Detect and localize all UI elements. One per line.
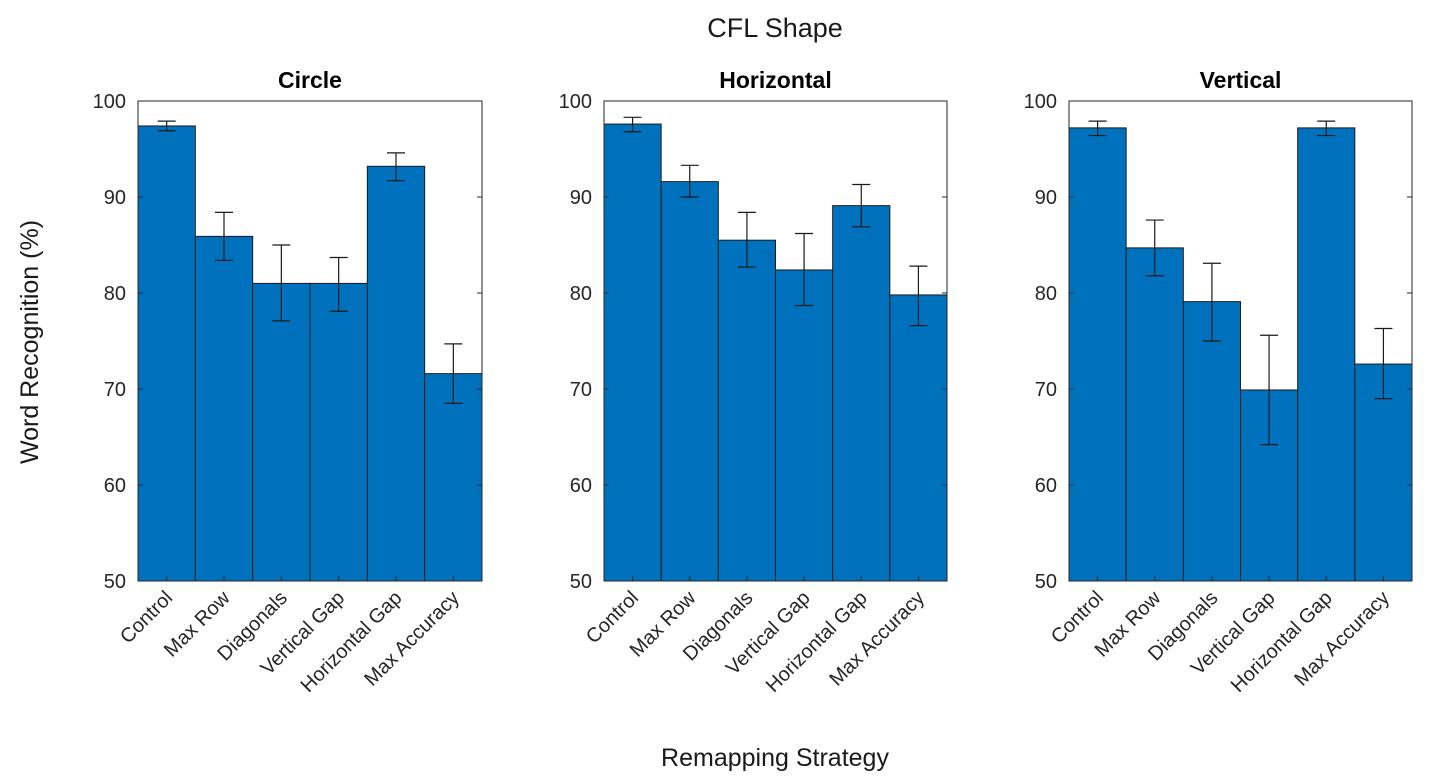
bar	[1182, 301, 1242, 582]
y-tick-label: 70	[1035, 379, 1057, 401]
bar	[1354, 363, 1413, 582]
panel-title: Horizontal	[719, 67, 831, 93]
bar	[603, 123, 662, 582]
y-tick-label: 60	[570, 475, 592, 497]
x-tick-label: Horizontal Gap	[762, 587, 872, 697]
bar	[717, 239, 776, 582]
y-tick-label: 50	[1035, 571, 1057, 593]
bar	[309, 282, 368, 582]
y-tick-label: 80	[570, 283, 592, 305]
bar	[1297, 127, 1356, 582]
error-bar	[1317, 120, 1336, 137]
error-bar	[1260, 334, 1279, 446]
bar	[252, 282, 311, 582]
x-axis-label: Remapping Strategy	[661, 744, 889, 772]
bar	[775, 269, 834, 582]
error-bar	[623, 116, 642, 133]
y-tick-label: 70	[104, 379, 126, 401]
bar	[832, 205, 891, 582]
y-tick-label: 50	[570, 571, 592, 593]
error-bar	[1202, 262, 1221, 342]
panel-title: Vertical	[1200, 67, 1282, 93]
y-tick-label: 100	[559, 91, 592, 113]
x-tick-label: Horizontal Gap	[297, 587, 407, 697]
error-bar	[852, 183, 871, 228]
bar	[194, 235, 254, 582]
y-axis-label: Word Recognition (%)	[16, 220, 44, 464]
x-tick-label: Horizontal Gap	[1227, 587, 1337, 697]
error-bar	[387, 152, 405, 182]
error-bar	[329, 256, 348, 312]
error-bar	[1145, 219, 1164, 277]
panel-title: Circle	[278, 67, 342, 93]
y-tick-label: 60	[1035, 475, 1057, 497]
figure-title: CFL Shape	[707, 13, 843, 43]
y-tick-label: 90	[1035, 187, 1057, 209]
bar	[1068, 127, 1127, 582]
axes-box	[1068, 100, 1413, 582]
error-bar	[737, 211, 756, 268]
error-bar	[680, 164, 699, 198]
bar	[889, 294, 948, 582]
error-bar	[215, 211, 233, 261]
axes-box	[603, 100, 948, 582]
y-tick-label: 70	[570, 379, 592, 401]
error-bar	[157, 120, 176, 132]
error-bar	[909, 265, 928, 327]
y-tick-label: 90	[104, 187, 126, 209]
bar	[660, 181, 719, 582]
error-bar	[1088, 120, 1107, 137]
y-tick-label: 80	[1035, 283, 1057, 305]
axes-box	[137, 100, 483, 582]
y-tick-label: 60	[104, 475, 126, 497]
bar	[137, 125, 196, 582]
error-bar	[272, 244, 291, 322]
bar	[366, 165, 426, 582]
y-tick-label: 100	[1024, 91, 1057, 113]
bar	[1125, 247, 1184, 582]
y-tick-label: 80	[104, 283, 126, 305]
y-tick-label: 50	[104, 571, 126, 593]
y-tick-label: 90	[570, 187, 592, 209]
error-bar	[795, 232, 814, 307]
y-tick-label: 100	[93, 91, 126, 113]
error-bar	[1374, 327, 1393, 400]
bar	[424, 373, 483, 582]
error-bar	[444, 343, 463, 404]
